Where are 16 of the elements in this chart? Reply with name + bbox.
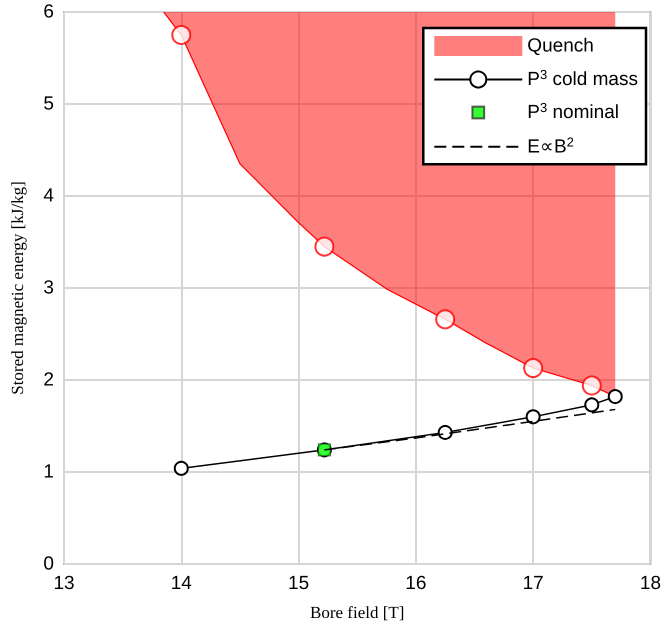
- x-tick-label: 17: [522, 573, 544, 594]
- y-axis-title: Stored magnetic energy [kJ/kg]: [8, 181, 27, 395]
- x-tick-label: 15: [288, 573, 310, 594]
- x-tick-label: 18: [640, 573, 662, 594]
- y-tick-label: 6: [43, 2, 54, 22]
- y-tick-label: 1: [43, 462, 54, 482]
- legend-label: Quench: [527, 36, 594, 56]
- y-tick-label: 5: [43, 94, 54, 114]
- x-tick-label: 13: [53, 573, 75, 594]
- x-tick-label: 14: [170, 573, 192, 594]
- y-tick-label: 4: [43, 186, 54, 206]
- x-tick-label: 16: [405, 573, 426, 594]
- y-tick-label: 2: [43, 370, 54, 390]
- y-tick-label: 0: [43, 554, 54, 574]
- x-axis-title: Bore field [T]: [310, 603, 404, 622]
- y-tick-label: 3: [43, 278, 54, 298]
